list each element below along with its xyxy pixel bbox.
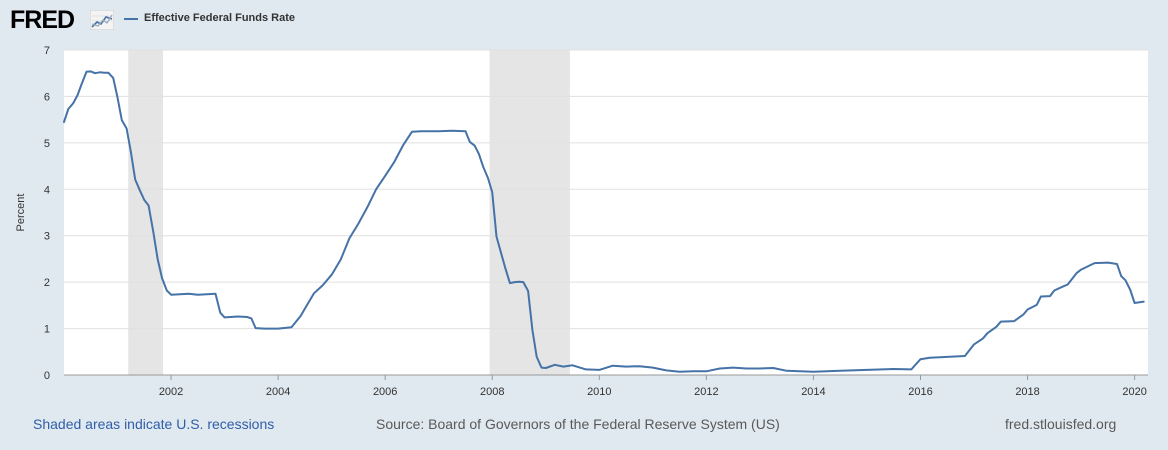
y-tick-label-3: 3 (44, 231, 50, 243)
plot-area (64, 50, 1148, 375)
gridlines (64, 49, 1148, 330)
legend-swatch-effective-federal-funds-rate (124, 18, 138, 20)
recession-band-1 (128, 50, 164, 375)
website-link[interactable]: fred.stlouisfed.org (1005, 416, 1117, 432)
y-tick-label-4: 4 (44, 184, 50, 196)
legend-label-effective-federal-funds-rate: Effective Federal Funds Rate (144, 12, 295, 24)
x-tick-label-2018: 2018 (1015, 386, 1039, 398)
y-tick-label-5: 5 (44, 138, 50, 150)
source-note: Source: Board of Governors of the Federa… (376, 416, 780, 432)
x-tick-label-2006: 2006 (373, 386, 397, 398)
series-line-effective-federal-funds-rate (63, 70, 1145, 373)
y-tick-label-2: 2 (44, 277, 50, 289)
y-axis-label: Percent (15, 194, 27, 232)
y-tick-label-7: 7 (44, 45, 50, 57)
y-tick-label-0: 0 (44, 370, 50, 382)
x-tick-label-2004: 2004 (266, 386, 290, 398)
series-layer (63, 70, 1145, 373)
axes: 0 1 2 3 4 5 6 7 2002 2004 2006 2008 2010 2012 2014 2016… (44, 45, 1148, 398)
x-tick-label-2010: 2010 (587, 386, 611, 398)
x-tick-label-2020: 2020 (1122, 386, 1146, 398)
line-chart: 0 1 2 3 4 5 6 7 2002 2004 2006 2008 2010 2012 2014 2016… (15, 45, 1148, 398)
x-tick-label-2002: 2002 (159, 386, 183, 398)
header: FRED Effective Federal Funds Rate (0, 0, 1168, 40)
fred-line-chart-icon (90, 10, 114, 30)
x-tick-label-2016: 2016 (908, 386, 932, 398)
fred-logo[interactable]: FRED (10, 6, 75, 34)
recession-shading (128, 50, 570, 375)
recession-band-2 (489, 50, 570, 375)
x-tick-label-2012: 2012 (694, 386, 718, 398)
x-tick-label-2008: 2008 (480, 386, 504, 398)
x-tick-label-2014: 2014 (801, 386, 825, 398)
footer: Shaded areas indicate U.S. recessions So… (0, 416, 1168, 436)
recession-note-link[interactable]: Shaded areas indicate U.S. recessions (33, 416, 275, 432)
y-tick-label-1: 1 (44, 324, 50, 336)
y-tick-label-6: 6 (44, 91, 50, 103)
